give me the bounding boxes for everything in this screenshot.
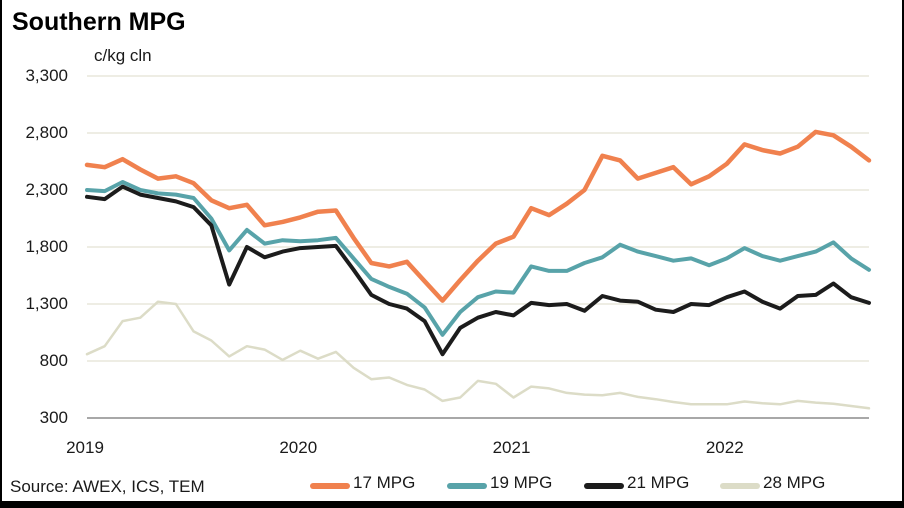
x-tick-label: 2022	[705, 438, 744, 457]
y-tick-label: 1,800	[25, 237, 68, 256]
series-line-17-mpg	[84, 129, 872, 303]
x-tick-label: 2020	[279, 438, 318, 457]
source-note: Source: AWEX, ICS, TEM	[10, 477, 205, 496]
y-tick-label: 2,300	[25, 180, 68, 199]
chart-svg	[84, 75, 872, 419]
legend-label: 19 MPG	[490, 473, 553, 492]
y-tick-label: 300	[39, 408, 68, 427]
legend-label: 28 MPG	[763, 473, 826, 492]
legend-swatch	[447, 483, 487, 489]
y-tick-label: 1,300	[25, 294, 68, 313]
series-line-21-mpg	[85, 184, 871, 357]
x-tick-label: 2019	[66, 438, 104, 457]
y-tick-label: 800	[39, 351, 68, 370]
legend-swatch	[720, 483, 760, 489]
series-line-28-mpg	[85, 300, 871, 410]
legend-swatch	[310, 483, 350, 489]
page-title: Southern MPG	[12, 8, 186, 36]
y-tick-label: 3,300	[25, 66, 68, 85]
legend-label: 17 MPG	[353, 473, 416, 492]
y-tick-label: 2,800	[25, 123, 68, 142]
legend-label: 21 MPG	[627, 473, 690, 492]
series-line-19-mpg	[85, 180, 871, 337]
x-tick-label: 2021	[492, 438, 531, 457]
y-axis-unit-label: c/kg cln	[94, 46, 152, 65]
legend-swatch	[584, 483, 624, 489]
